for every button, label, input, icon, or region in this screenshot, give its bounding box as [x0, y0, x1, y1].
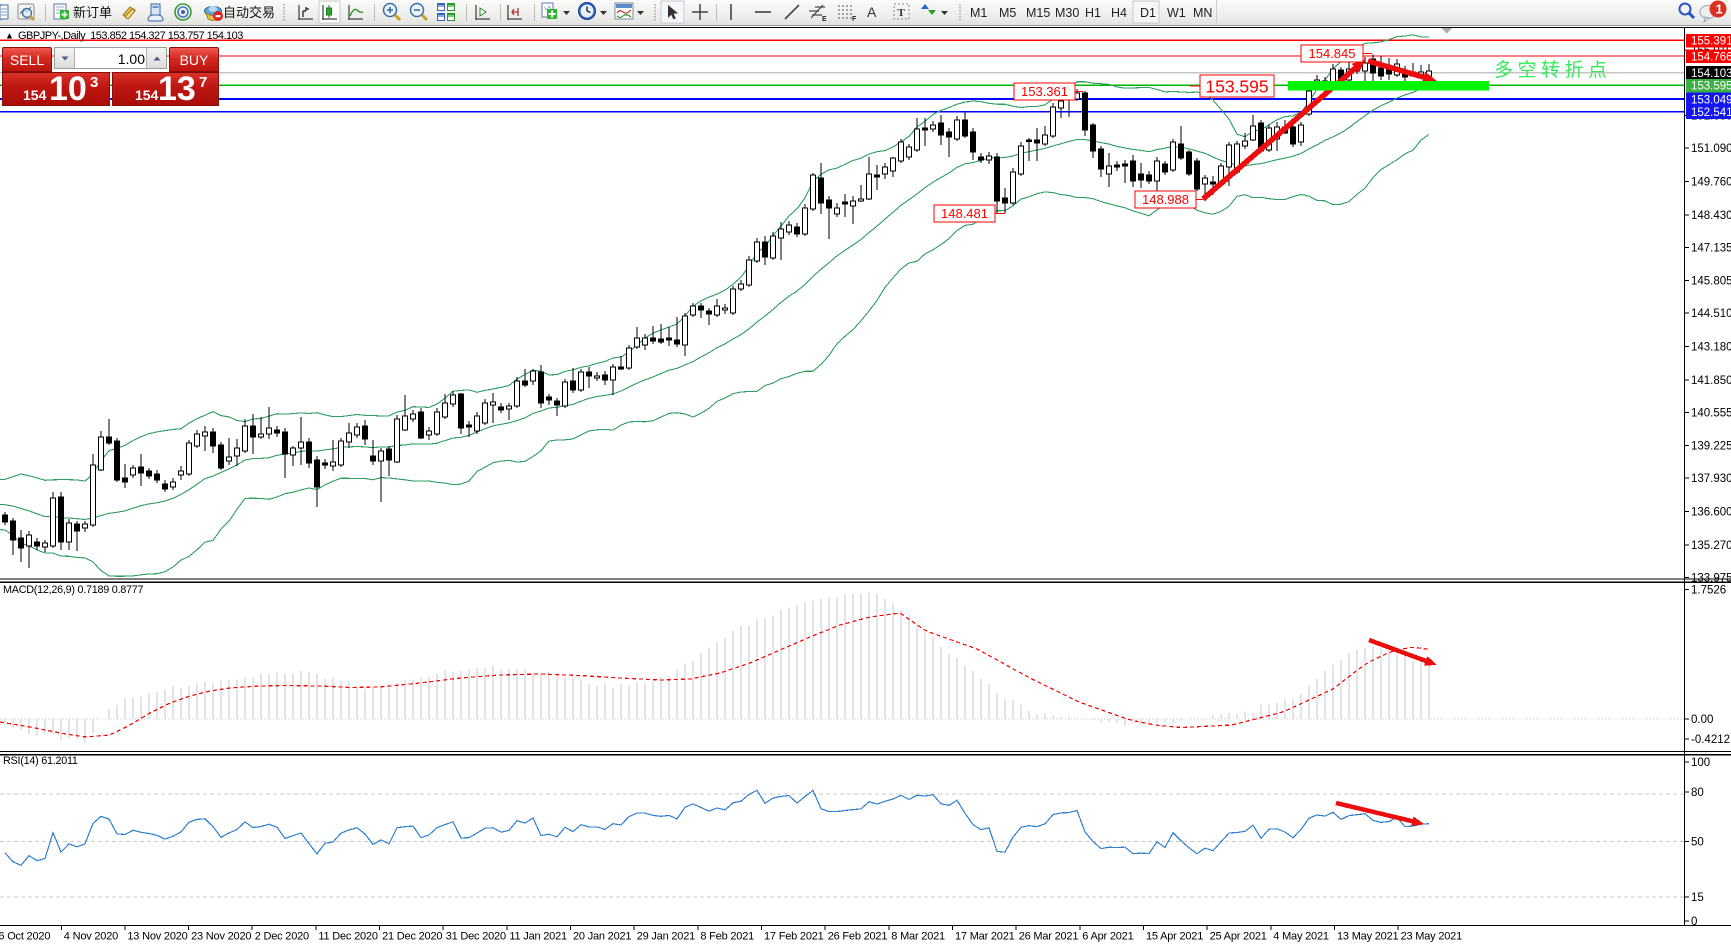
svg-text:F: F [852, 16, 857, 23]
svg-text:139.225: 139.225 [1691, 441, 1731, 453]
svg-text:133.975: 133.975 [1691, 572, 1731, 584]
svg-text:151.090: 151.090 [1691, 143, 1731, 155]
svg-text:29 Jan 2021: 29 Jan 2021 [637, 931, 695, 943]
svg-text:D1: D1 [1140, 6, 1156, 20]
svg-text:149.760: 149.760 [1691, 177, 1731, 189]
svg-text:H4: H4 [1111, 6, 1127, 20]
svg-text:155.391: 155.391 [1691, 36, 1731, 48]
svg-text:136.600: 136.600 [1691, 507, 1731, 519]
svg-text:153.049: 153.049 [1691, 94, 1731, 106]
svg-text:0: 0 [1691, 916, 1697, 928]
svg-text:137.930: 137.930 [1691, 473, 1731, 485]
svg-text:26 Oct 2020: 26 Oct 2020 [0, 931, 50, 943]
svg-text:153.595: 153.595 [1205, 76, 1268, 96]
svg-text:143.180: 143.180 [1691, 342, 1731, 354]
svg-text:M15: M15 [1026, 6, 1050, 20]
svg-text:148.481: 148.481 [941, 206, 988, 221]
svg-text:1: 1 [1716, 2, 1723, 17]
svg-text:4 Nov 2020: 4 Nov 2020 [64, 931, 118, 943]
svg-text:M30: M30 [1055, 6, 1079, 20]
svg-text:17 Mar 2021: 17 Mar 2021 [955, 931, 1015, 943]
svg-text:148.988: 148.988 [1142, 192, 1189, 207]
svg-text:50: 50 [1691, 837, 1704, 849]
svg-text:15: 15 [1691, 892, 1704, 904]
svg-text:11 Jan 2021: 11 Jan 2021 [509, 931, 567, 943]
svg-text:MN: MN [1193, 6, 1212, 20]
svg-text:新订单: 新订单 [73, 5, 112, 20]
svg-text:31 Dec 2020: 31 Dec 2020 [446, 931, 506, 943]
svg-text:A: A [867, 4, 877, 20]
svg-text:0.00: 0.00 [1691, 714, 1713, 726]
svg-text:8 Feb 2021: 8 Feb 2021 [700, 931, 754, 943]
svg-text:144.510: 144.510 [1691, 308, 1731, 320]
svg-text:20 Jan 2021: 20 Jan 2021 [573, 931, 631, 943]
svg-text:RSI(14) 61.2011: RSI(14) 61.2011 [3, 755, 78, 767]
svg-text:100: 100 [1691, 757, 1710, 769]
svg-text:13 Nov 2020: 13 Nov 2020 [127, 931, 187, 943]
svg-text:多空转折点: 多空转折点 [1494, 59, 1612, 81]
svg-text:H1: H1 [1085, 6, 1101, 20]
svg-text:6 Apr 2021: 6 Apr 2021 [1082, 931, 1133, 943]
svg-text:25 Apr 2021: 25 Apr 2021 [1210, 931, 1267, 943]
svg-text:2 Dec 2020: 2 Dec 2020 [255, 931, 309, 943]
svg-text:11 Dec 2020: 11 Dec 2020 [318, 931, 377, 943]
svg-text:154.766: 154.766 [1691, 51, 1731, 63]
svg-text:23 May 2021: 23 May 2021 [1401, 931, 1462, 943]
svg-text:17 Feb 2021: 17 Feb 2021 [764, 931, 824, 943]
svg-text:141.850: 141.850 [1691, 375, 1731, 387]
svg-text:-0.4212: -0.4212 [1691, 734, 1730, 746]
svg-text:153.595: 153.595 [1691, 81, 1731, 93]
svg-text:E: E [822, 16, 827, 23]
svg-text:140.555: 140.555 [1691, 407, 1731, 419]
svg-text:21 Dec 2020: 21 Dec 2020 [382, 931, 442, 943]
svg-text:26 Feb 2021: 26 Feb 2021 [828, 931, 888, 943]
svg-text:148.430: 148.430 [1691, 210, 1731, 222]
svg-text:1.7526: 1.7526 [1691, 585, 1726, 597]
svg-text:26 Mar 2021: 26 Mar 2021 [1019, 931, 1079, 943]
svg-text:GBPJPY-,Daily 153.852 154.327: GBPJPY-,Daily 153.852 154.327 153.757 15… [18, 30, 243, 42]
svg-text:8 Mar 2021: 8 Mar 2021 [891, 931, 945, 943]
svg-text:M5: M5 [999, 6, 1016, 20]
svg-text:T: T [898, 7, 906, 19]
svg-text:W1: W1 [1167, 6, 1186, 20]
svg-text:▲: ▲ [5, 31, 14, 41]
svg-text:153.361: 153.361 [1021, 84, 1068, 99]
svg-text:80: 80 [1691, 787, 1704, 799]
svg-text:13 May 2021: 13 May 2021 [1337, 931, 1398, 943]
svg-text:23 Nov 2020: 23 Nov 2020 [191, 931, 251, 943]
svg-text:135.270: 135.270 [1691, 540, 1731, 552]
svg-text:M1: M1 [970, 6, 987, 20]
svg-text:147.135: 147.135 [1691, 242, 1731, 254]
svg-text:MACD(12,26,9) 0.7189 0.8777: MACD(12,26,9) 0.7189 0.8777 [3, 584, 144, 596]
svg-text:自动交易: 自动交易 [223, 5, 275, 20]
svg-text:152.541: 152.541 [1691, 107, 1731, 119]
svg-text:4 May 2021: 4 May 2021 [1273, 931, 1329, 943]
svg-text:15 Apr 2021: 15 Apr 2021 [1146, 931, 1203, 943]
svg-text:145.805: 145.805 [1691, 276, 1731, 288]
svg-text:154.103: 154.103 [1691, 68, 1731, 80]
svg-text:154.845: 154.845 [1309, 46, 1356, 61]
